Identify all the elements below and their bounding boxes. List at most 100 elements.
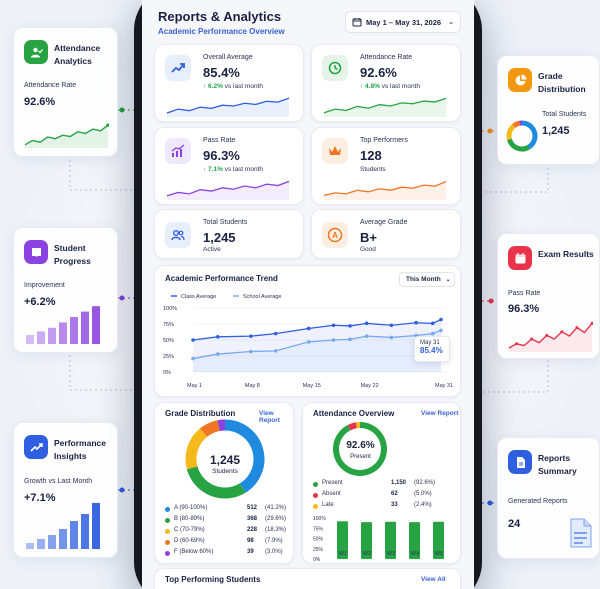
- calendar-icon: [508, 246, 532, 270]
- series-point: [216, 335, 220, 339]
- floating-bar: [70, 521, 78, 549]
- y-tick-label: 0%: [313, 557, 321, 563]
- legend-pct: (92.6%): [414, 480, 436, 486]
- x-tick-label: May 31: [435, 383, 453, 389]
- floating-area: [25, 125, 108, 148]
- stat-value: B+: [360, 230, 377, 245]
- stat-delta-value: ↑ 4.8%: [360, 83, 380, 90]
- x-tick-label: May 8: [245, 383, 260, 389]
- floating-card-progress: Student Progress Improvement +6.2%: [13, 227, 118, 353]
- attendance-view-report-link[interactable]: View Report: [421, 410, 459, 417]
- legend-pct: (29.6%): [265, 516, 287, 522]
- legend-label-school: School Average: [243, 294, 281, 300]
- donut-slice: [333, 422, 387, 476]
- stat-delta-value: ↑ 7.1%: [203, 166, 223, 173]
- legend-count: 98: [247, 538, 254, 544]
- legend-count: 368: [247, 516, 258, 522]
- donut-slice: [186, 466, 246, 499]
- floating-title: Student Progress: [54, 243, 91, 266]
- week-label: W2: [362, 551, 372, 557]
- legend-count: 62: [391, 491, 398, 497]
- document-icon: [508, 450, 532, 474]
- floating-bar: [92, 306, 100, 344]
- floating-card-reports: Reports Summary Generated Reports 24: [497, 437, 600, 559]
- donut-slice: [506, 123, 516, 141]
- date-range-picker[interactable]: May 1 – May 31, 2026 ⌄: [345, 11, 461, 33]
- stat-card-attendance-rate[interactable]: Attendance Rate 92.6% ↑ 4.8% vs last mon…: [311, 44, 461, 122]
- week-label: W1: [338, 551, 348, 557]
- floating-line: [24, 124, 109, 146]
- legend-dot: [165, 540, 170, 545]
- series-area: [193, 330, 441, 372]
- floating-value: 96.3%: [508, 303, 540, 315]
- sparkline-area: [324, 98, 446, 117]
- series-point: [348, 337, 352, 342]
- crown-icon: [322, 138, 348, 164]
- series-point: [306, 326, 311, 331]
- floating-value: 24: [508, 518, 521, 530]
- floating-bar-chart: [26, 503, 100, 549]
- stat-sub: Active: [203, 246, 221, 253]
- floating-point: [545, 333, 549, 337]
- floating-bar: [37, 539, 45, 549]
- floating-value: +7.1%: [24, 492, 56, 504]
- floating-label: Growth vs Last Month: [24, 478, 93, 485]
- series-point: [216, 352, 220, 356]
- floating-point: [530, 337, 534, 341]
- legend-row: Present 1,150 (92.6%): [313, 480, 458, 489]
- stat-delta-value: ↑ 6.2%: [203, 83, 223, 90]
- floating-point: [560, 330, 564, 334]
- legend-count: 39: [247, 549, 254, 555]
- grade-dist-title: Grade Distribution: [165, 409, 236, 418]
- stat-card-average-grade[interactable]: A Average Grade B+ Good: [311, 209, 461, 259]
- stat-card-overall-average[interactable]: Overall Average 85.4% ↑ 6.2% vs last mon…: [154, 44, 304, 122]
- legend-dot: [313, 493, 318, 498]
- series-point: [306, 340, 311, 344]
- floating-bar: [92, 503, 100, 549]
- chart-up-icon: [24, 435, 48, 459]
- donut-slice: [347, 422, 357, 431]
- stat-delta-suffix: vs last month: [224, 83, 263, 90]
- series-point: [249, 334, 253, 338]
- legend-label: F (Below 60%): [174, 549, 214, 555]
- page-title: Reports & Analytics: [158, 9, 282, 24]
- floating-title: Reports Summary: [538, 453, 577, 476]
- floating-bar: [59, 322, 67, 344]
- top-students-view-all-link[interactable]: View All: [421, 576, 446, 583]
- floating-card-insights: Performance Insights Growth vs Last Mont…: [13, 422, 118, 558]
- sparkline-area: [324, 181, 446, 200]
- legend-dot: [165, 518, 170, 523]
- grade-center-label: Students: [212, 468, 238, 475]
- floating-value: 92.6%: [24, 96, 56, 108]
- floating-point: [106, 123, 109, 127]
- stat-label: Average Grade: [360, 219, 408, 226]
- legend-pct: (18.3%): [265, 527, 287, 533]
- attendance-overview-card: Attendance Overview View Report 92.6% Pr…: [302, 402, 461, 564]
- y-tick-label: 25%: [163, 354, 174, 360]
- legend-row: B (80-89%) 368 (29.6%): [165, 516, 287, 525]
- y-tick-label: 25%: [313, 547, 324, 553]
- trend-filter-select[interactable]: This Month ⌄: [399, 272, 455, 287]
- series-point: [439, 317, 443, 322]
- sparkline: [166, 97, 290, 117]
- series-point: [331, 338, 336, 342]
- phone-screen: Reports & Analytics Academic Performance…: [142, 0, 474, 589]
- legend-row: C (70-79%) 228 (18.3%): [165, 527, 287, 536]
- stat-card-top-performers[interactable]: Top Performers 128 Students: [311, 127, 461, 205]
- stat-card-pass-rate[interactable]: Pass Rate 96.3% ↑ 7.1% vs last month: [154, 127, 304, 205]
- stat-label: Total Students: [203, 219, 248, 226]
- floating-point: [590, 321, 593, 325]
- sparkline-area: [167, 181, 289, 200]
- floating-label: Attendance Rate: [24, 82, 77, 89]
- legend-row: Absent 62 (5.0%): [313, 491, 458, 500]
- sparkline-line: [166, 97, 290, 114]
- grade-view-report-link[interactable]: View Report: [259, 410, 280, 424]
- stat-card-total-students[interactable]: Total Students 1,245 Active: [154, 209, 304, 259]
- x-tick-label: May 15: [303, 383, 321, 389]
- y-tick-label: 100%: [313, 516, 326, 522]
- series-point: [273, 331, 278, 336]
- legend-row: A (90-100%) 512 (41.2%): [165, 505, 286, 514]
- series-point: [364, 334, 369, 338]
- legend-label: Late: [322, 502, 334, 508]
- series-point: [430, 321, 435, 326]
